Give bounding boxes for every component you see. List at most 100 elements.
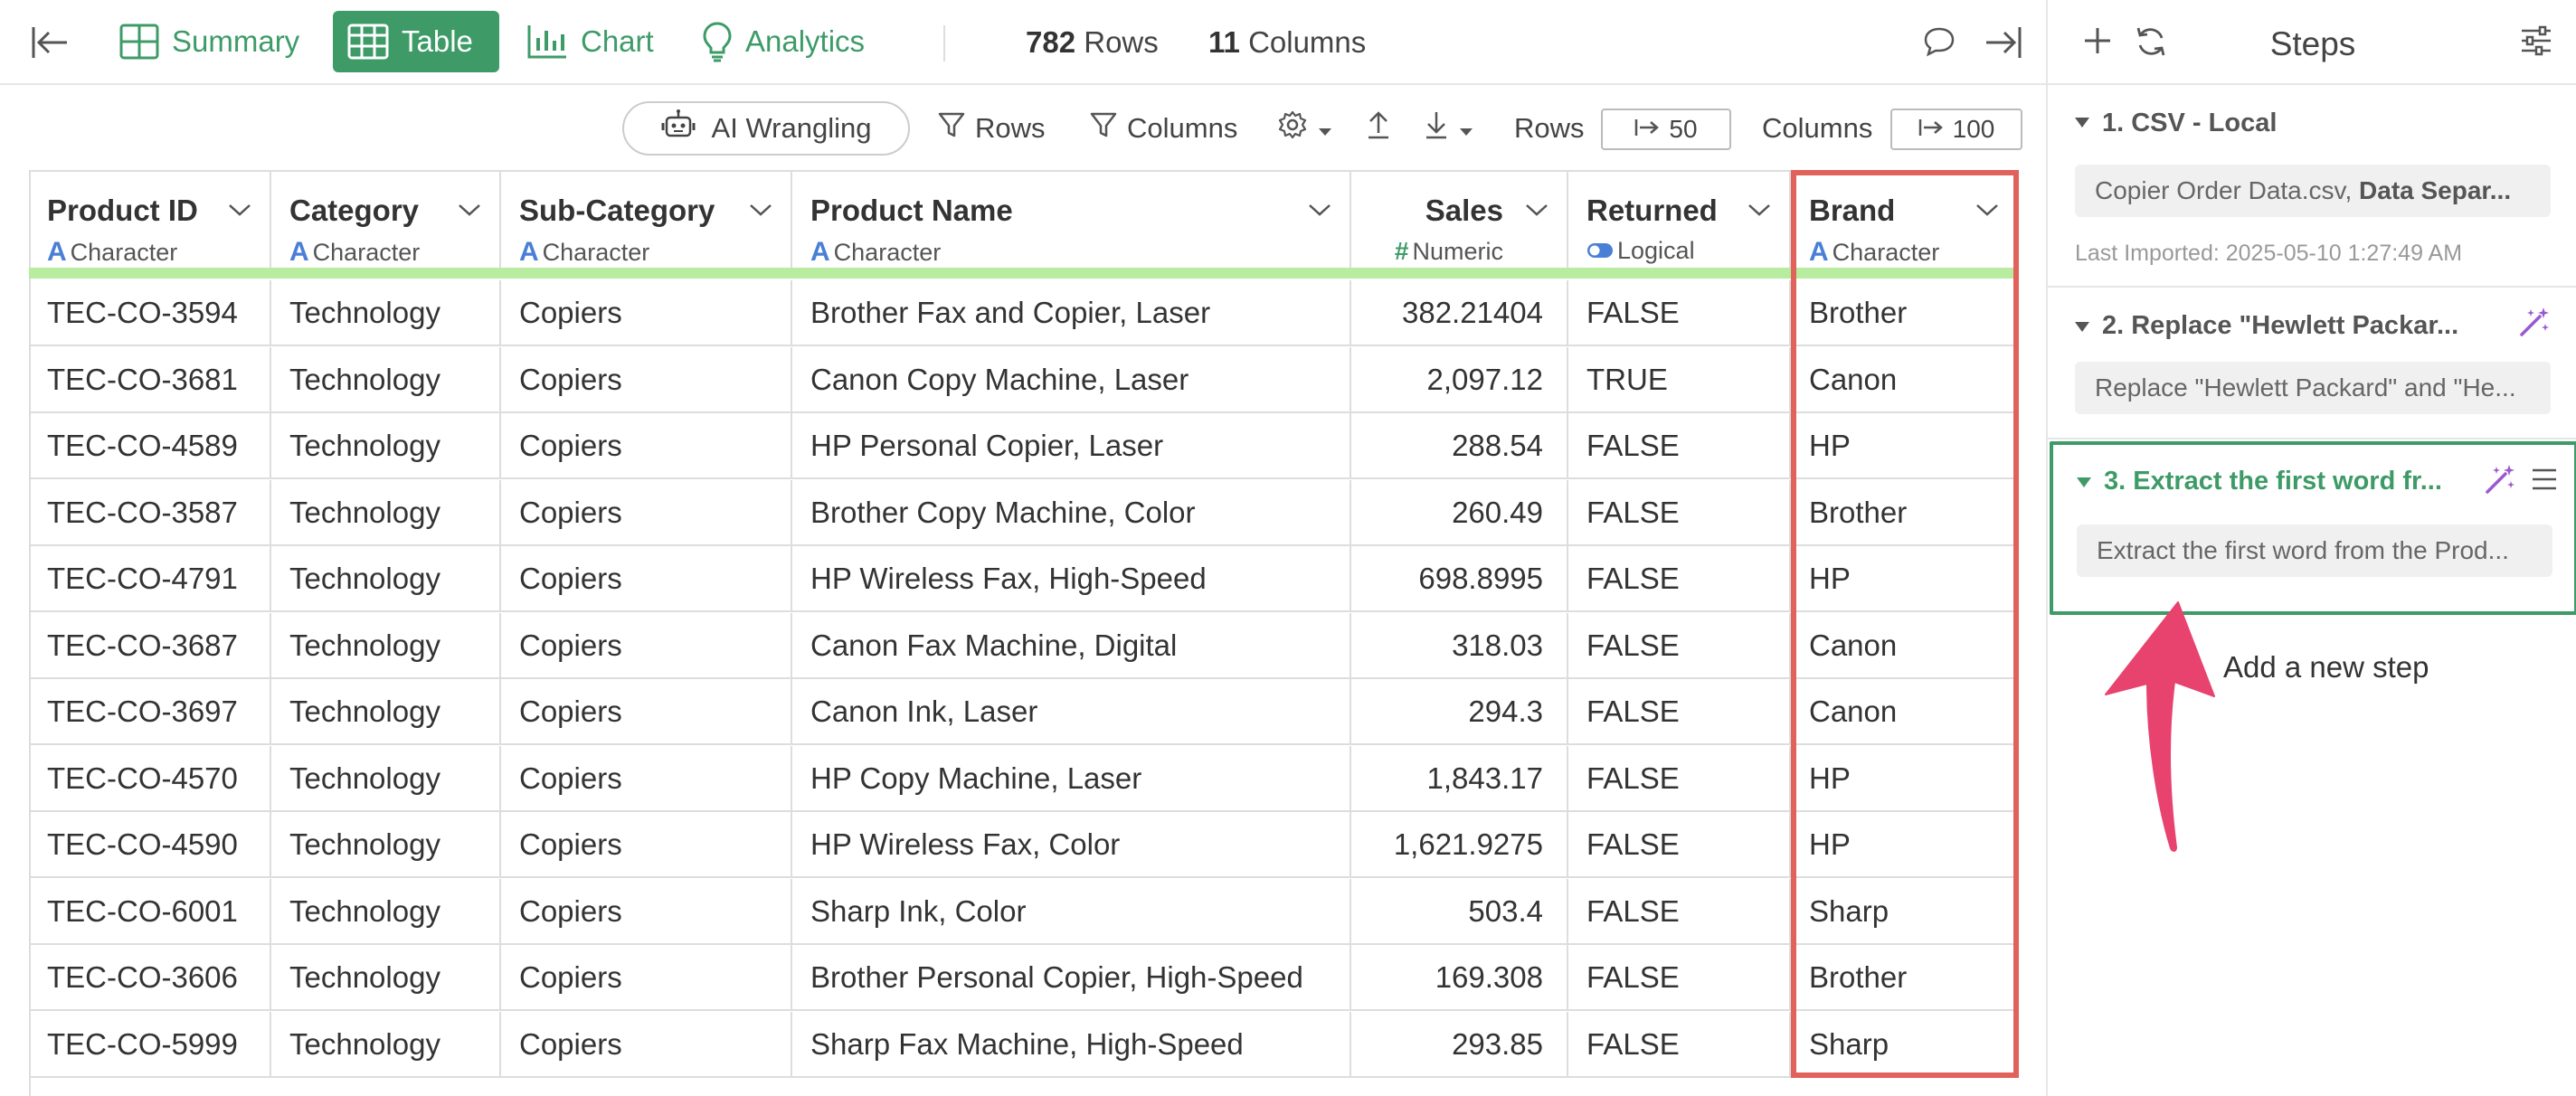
table-cell[interactable]: Copiers [501,413,792,479]
table-cell[interactable]: 169.308 [1351,945,1568,1011]
tab-analytics[interactable]: Analytics [687,11,879,72]
step-2-detail[interactable]: Replace "Hewlett Packard" and "He... [2075,362,2551,414]
table-cell[interactable]: Copiers [501,679,792,745]
collapse-right-icon[interactable] [1984,25,2022,64]
chevron-down-icon[interactable] [1525,203,1548,222]
table-cell[interactable]: Technology [271,945,501,1011]
table-cell[interactable]: HP Copy Machine, Laser [792,745,1351,812]
table-cell[interactable]: 293.85 [1351,1011,1568,1078]
table-cell[interactable]: FALSE [1568,745,1791,812]
columns-limit-input[interactable]: 100 [1890,109,2022,150]
table-cell[interactable]: FALSE [1568,413,1791,479]
table-cell[interactable]: TEC-CO-6001 [29,878,271,945]
rows-filter-button[interactable]: Rows [937,105,1046,152]
table-cell[interactable]: 260.49 [1351,479,1568,546]
table-cell[interactable]: HP [1791,413,2019,479]
table-cell[interactable]: Canon [1791,346,2019,413]
column-header-category[interactable]: Category A Character [271,172,501,269]
step-1-detail[interactable]: Copier Order Data.csv, Data Separ... [2075,165,2551,217]
upload-button[interactable] [1366,105,1391,152]
menu-icon[interactable] [2531,467,2558,496]
table-cell[interactable]: Sharp [1791,878,2019,945]
table-cell[interactable]: FALSE [1568,280,1791,346]
collapse-triangle-icon[interactable] [2077,477,2091,487]
table-cell[interactable]: Brother [1791,479,2019,546]
magic-wand-icon[interactable] [2484,463,2516,500]
refresh-icon[interactable] [2135,25,2167,62]
table-cell[interactable]: Canon [1791,612,2019,679]
table-cell[interactable]: 698.8995 [1351,546,1568,612]
table-cell[interactable]: 1,843.17 [1351,745,1568,812]
collapse-left-icon[interactable] [31,25,69,60]
table-cell[interactable]: TEC-CO-3687 [29,612,271,679]
table-cell[interactable]: FALSE [1568,612,1791,679]
ai-wrangling-button[interactable]: AI Wrangling [622,101,910,156]
table-cell[interactable]: Sharp Ink, Color [792,878,1351,945]
table-cell[interactable]: Sharp Fax Machine, High-Speed [792,1011,1351,1078]
column-header-sub-category[interactable]: Sub-Category A Character [501,172,792,269]
table-cell[interactable]: FALSE [1568,1011,1791,1078]
rows-limit-input[interactable]: 50 [1601,109,1731,150]
table-cell[interactable]: Copiers [501,346,792,413]
table-cell[interactable]: HP [1791,546,2019,612]
table-cell[interactable]: Copiers [501,546,792,612]
table-cell[interactable]: TEC-CO-4590 [29,812,271,878]
table-cell[interactable]: TEC-CO-4589 [29,413,271,479]
table-cell[interactable]: Technology [271,812,501,878]
table-cell[interactable]: Brother Fax and Copier, Laser [792,280,1351,346]
table-cell[interactable]: 294.3 [1351,679,1568,745]
table-cell[interactable]: HP [1791,812,2019,878]
table-cell[interactable]: Technology [271,878,501,945]
table-cell[interactable]: Copiers [501,745,792,812]
table-cell[interactable]: Technology [271,612,501,679]
table-cell[interactable]: TEC-CO-5999 [29,1011,271,1078]
table-cell[interactable]: TEC-CO-4570 [29,745,271,812]
chevron-down-icon[interactable] [1308,203,1331,222]
table-cell[interactable]: TEC-CO-3594 [29,280,271,346]
table-cell[interactable]: HP Personal Copier, Laser [792,413,1351,479]
table-cell[interactable]: TEC-CO-3681 [29,346,271,413]
table-cell[interactable]: Technology [271,1011,501,1078]
step-3[interactable]: 3. Extract the first word fr... Extract … [2050,441,2576,615]
table-cell[interactable]: HP [1791,745,2019,812]
tab-summary[interactable]: Summary [105,11,314,72]
table-cell[interactable]: 2,097.12 [1351,346,1568,413]
table-cell[interactable]: Copiers [501,612,792,679]
tab-chart[interactable]: Chart [512,11,668,72]
add-icon[interactable] [2082,25,2113,61]
tab-table[interactable]: Table [333,11,499,72]
table-cell[interactable]: Copiers [501,878,792,945]
table-cell[interactable]: Brother Copy Machine, Color [792,479,1351,546]
download-menu-button[interactable] [1424,105,1474,152]
table-cell[interactable]: Brother [1791,280,2019,346]
table-cell[interactable]: TEC-CO-4791 [29,546,271,612]
table-cell[interactable]: Canon [1791,679,2019,745]
table-cell[interactable]: TRUE [1568,346,1791,413]
settings-menu-button[interactable] [1277,105,1333,152]
columns-filter-button[interactable]: Columns [1089,105,1237,152]
column-header-product-name[interactable]: Product Name A Character [792,172,1351,269]
table-cell[interactable]: FALSE [1568,878,1791,945]
table-cell[interactable]: FALSE [1568,479,1791,546]
column-header-brand[interactable]: Brand A Character [1791,172,2019,269]
table-cell[interactable]: FALSE [1568,679,1791,745]
table-cell[interactable]: Canon Fax Machine, Digital [792,612,1351,679]
table-cell[interactable]: Sharp [1791,1011,2019,1078]
column-header-sales[interactable]: Sales # Numeric [1351,172,1568,269]
column-header-product-id[interactable]: Product ID A Character [29,172,271,269]
chevron-down-icon[interactable] [228,203,251,222]
table-cell[interactable]: HP Wireless Fax, Color [792,812,1351,878]
chevron-down-icon[interactable] [749,203,772,222]
sliders-icon[interactable] [2520,25,2552,61]
step-3-detail[interactable]: Extract the first word from the Prod... [2077,524,2552,577]
collapse-triangle-icon[interactable] [2075,118,2089,128]
table-cell[interactable]: Technology [271,479,501,546]
chevron-down-icon[interactable] [458,203,481,222]
table-cell[interactable]: Canon Ink, Laser [792,679,1351,745]
table-cell[interactable]: Brother [1791,945,2019,1011]
table-cell[interactable]: Technology [271,346,501,413]
table-cell[interactable]: 503.4 [1351,878,1568,945]
chevron-down-icon[interactable] [1747,203,1771,222]
table-cell[interactable]: Technology [271,546,501,612]
table-cell[interactable]: Technology [271,679,501,745]
